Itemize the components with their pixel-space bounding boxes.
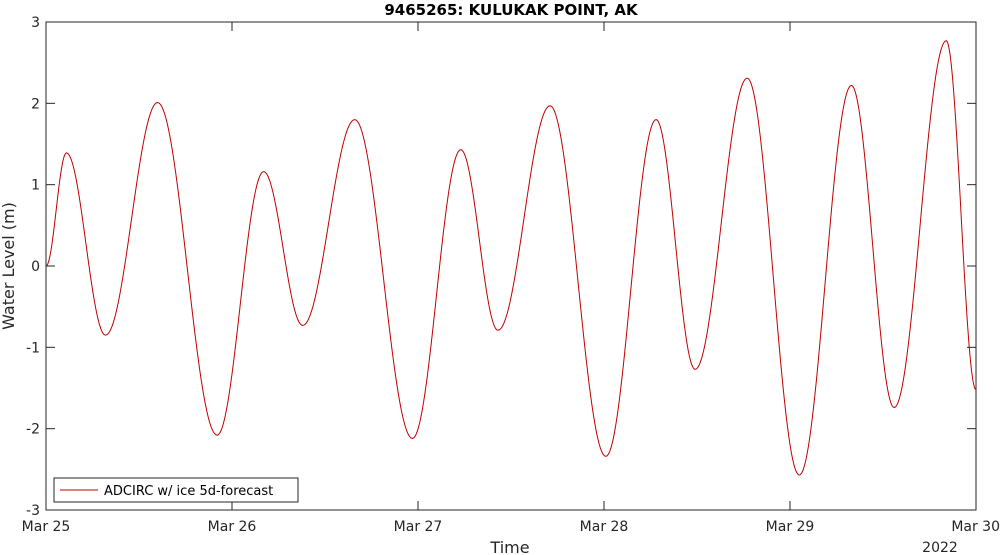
x-year-label: 2022 [922,540,958,555]
y-tick-label: -1 [26,340,40,356]
y-tick-label: 3 [31,15,40,31]
series-layer [45,40,977,476]
x-tick-label: Mar 30 [951,519,1000,535]
y-tick-label: -3 [26,503,40,519]
y-axis-label: Water Level (m) [0,202,18,330]
y-tick-label: 1 [31,178,40,194]
x-axis-label: Time [489,538,529,555]
x-tick-label: Mar 28 [580,519,629,535]
plot-area [46,22,976,510]
series-line-0 [45,40,977,476]
y-tick-label: 2 [31,96,40,112]
y-tick-label: 0 [31,259,40,275]
x-tick-label: Mar 29 [766,519,815,535]
legend: ADCIRC w/ ice 5d-forecast [53,477,299,503]
x-tick-label: Mar 27 [394,519,443,535]
y-tick-label: -2 [26,422,40,438]
legend-entry-label: ADCIRC w/ ice 5d-forecast [104,484,273,499]
chart-title: 9465265: KULUKAK POINT, AK [384,1,639,19]
x-tick-label: Mar 26 [208,519,257,535]
ticks-layer: -3 -2 -1 0 1 2 3 Mar 25 Mar 26 Mar 27 Mar 28 Mar 29… [22,15,1000,535]
x-tick-label: Mar 25 [22,519,71,535]
